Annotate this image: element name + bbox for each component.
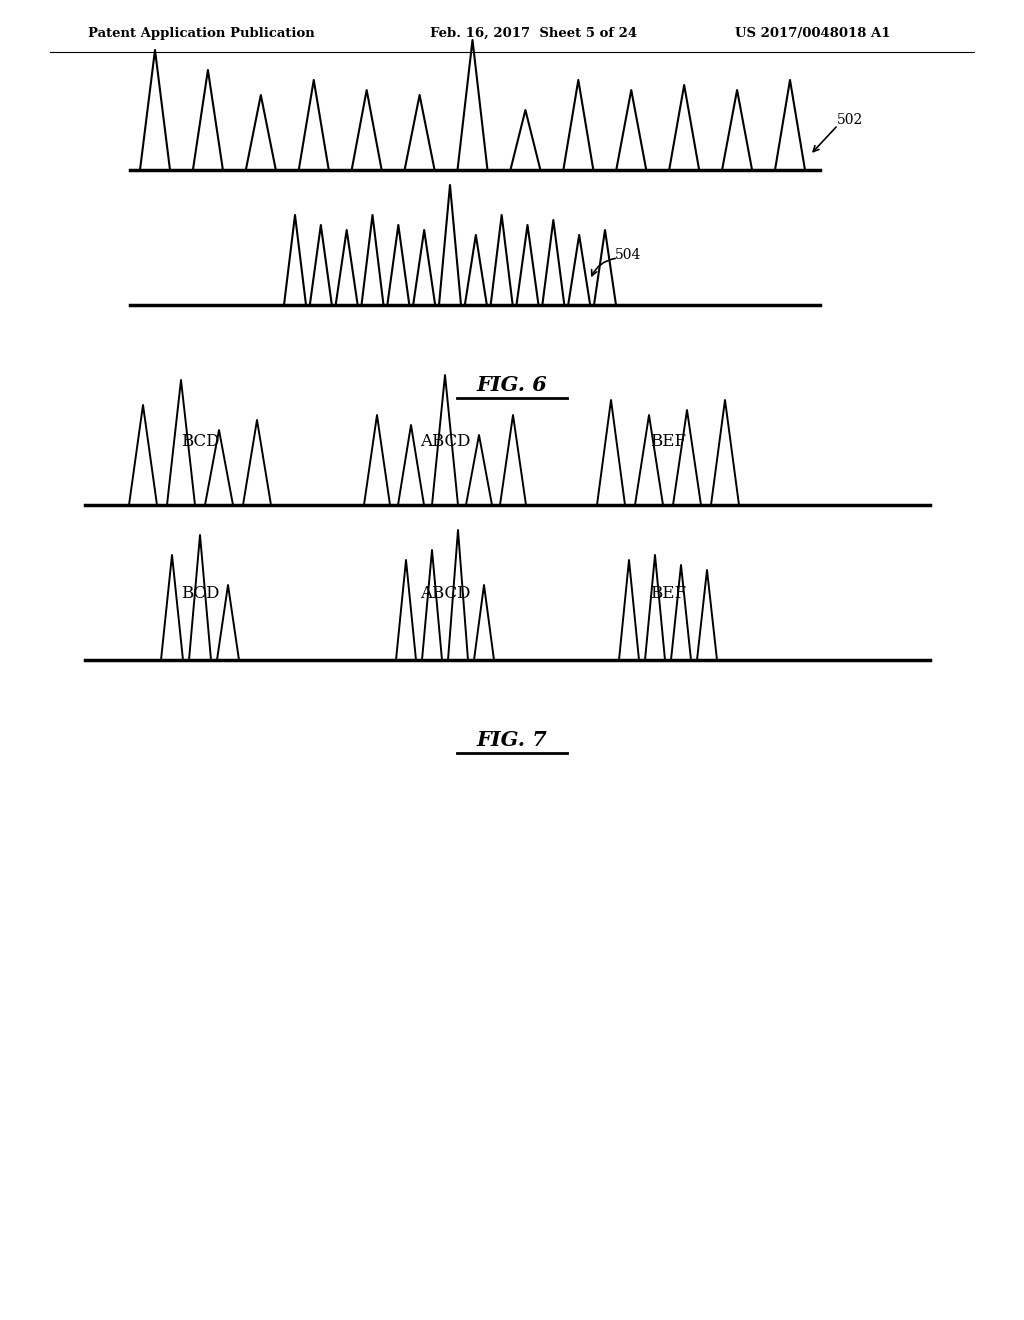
Text: BEF: BEF: [650, 585, 686, 602]
Text: BCD: BCD: [181, 585, 219, 602]
Text: ABCD: ABCD: [420, 585, 470, 602]
Text: FIG. 6: FIG. 6: [476, 375, 548, 395]
Text: BCD: BCD: [181, 433, 219, 450]
Text: Feb. 16, 2017  Sheet 5 of 24: Feb. 16, 2017 Sheet 5 of 24: [430, 26, 637, 40]
Text: US 2017/0048018 A1: US 2017/0048018 A1: [735, 26, 891, 40]
Text: FIG. 7: FIG. 7: [476, 730, 548, 750]
Text: ABCD: ABCD: [420, 433, 470, 450]
Text: BEF: BEF: [650, 433, 686, 450]
Text: 502: 502: [837, 114, 863, 127]
Text: 504: 504: [615, 248, 641, 261]
Text: Patent Application Publication: Patent Application Publication: [88, 26, 314, 40]
